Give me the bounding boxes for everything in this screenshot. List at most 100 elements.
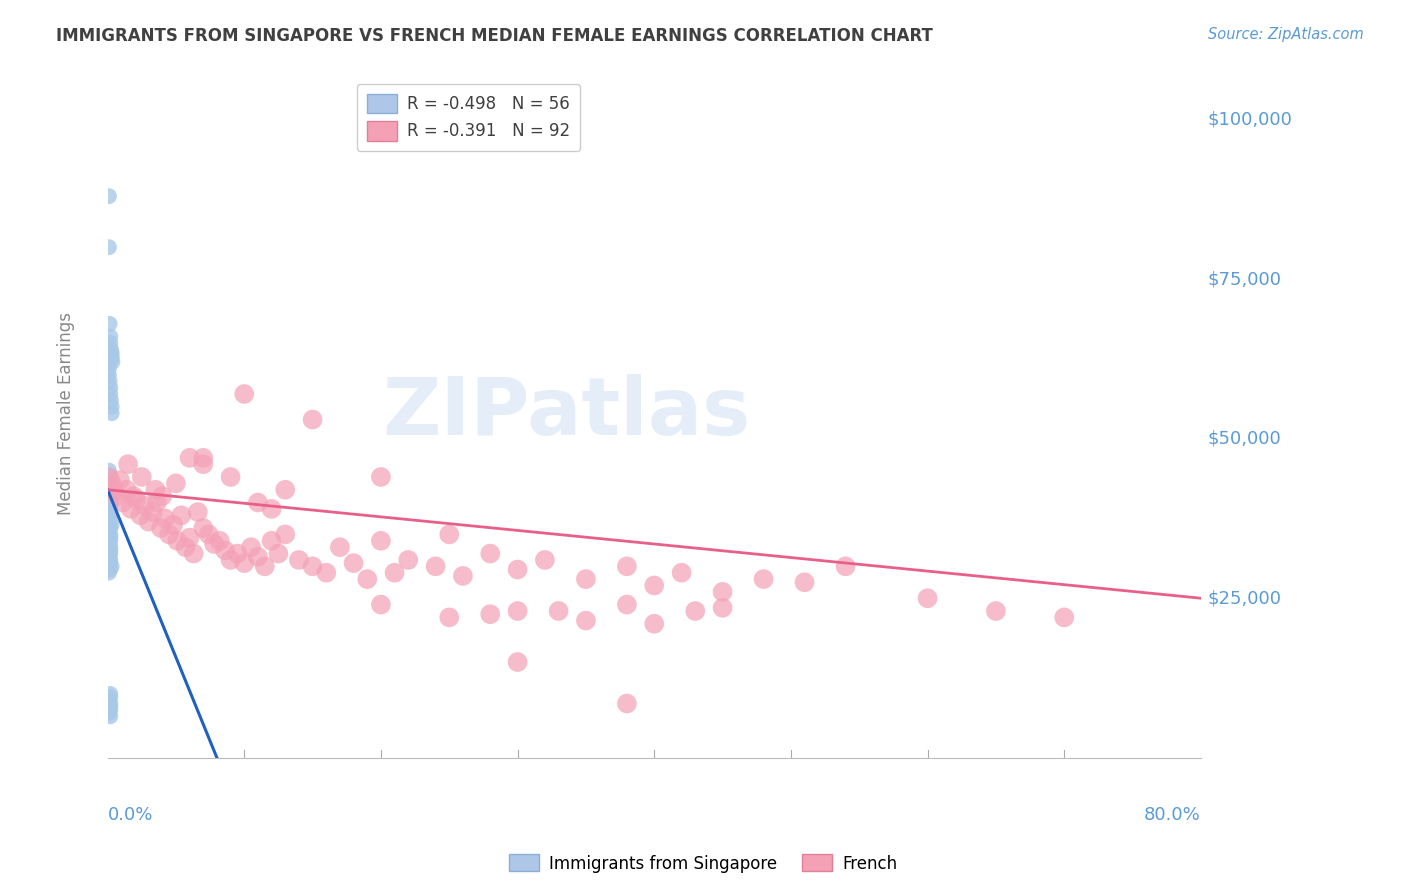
Point	[219, 553, 242, 567]
Text: IMMIGRANTS FROM SINGAPORE VS FRENCH MEDIAN FEMALE EARNINGS CORRELATION CHART: IMMIGRANTS FROM SINGAPORE VS FRENCH MEDI…	[56, 27, 934, 45]
Point	[479, 547, 502, 561]
Point	[149, 521, 172, 535]
Point	[98, 699, 121, 714]
Point	[917, 591, 939, 606]
Point	[131, 470, 153, 484]
Point	[98, 690, 121, 705]
Point	[120, 501, 142, 516]
Point	[100, 400, 122, 414]
Text: 80.0%: 80.0%	[1144, 805, 1201, 823]
Point	[98, 492, 121, 507]
Point	[146, 495, 169, 509]
Point	[97, 476, 120, 491]
Point	[98, 531, 121, 545]
Point	[100, 393, 122, 408]
Point	[187, 505, 209, 519]
Text: $25,000: $25,000	[1208, 590, 1282, 607]
Point	[342, 556, 364, 570]
Point	[97, 566, 120, 580]
Point	[97, 524, 120, 539]
Point	[208, 533, 231, 548]
Point	[98, 317, 121, 331]
Point	[288, 553, 311, 567]
Point	[439, 527, 461, 541]
Point	[98, 553, 121, 567]
Point	[98, 515, 121, 529]
Point	[97, 505, 120, 519]
Point	[97, 464, 120, 478]
Point	[98, 543, 121, 558]
Point	[98, 521, 121, 535]
Point	[98, 697, 121, 711]
Point	[98, 501, 121, 516]
Point	[100, 517, 122, 532]
Point	[98, 499, 121, 513]
Point	[97, 189, 120, 203]
Point	[202, 537, 225, 551]
Point	[98, 329, 121, 343]
Point	[97, 511, 120, 525]
Point	[105, 489, 128, 503]
Point	[683, 604, 706, 618]
Point	[506, 655, 529, 669]
Text: $75,000: $75,000	[1208, 270, 1282, 288]
Point	[101, 355, 124, 369]
Point	[179, 531, 201, 545]
Legend: Immigrants from Singapore, French: Immigrants from Singapore, French	[502, 847, 904, 880]
Text: ZIPatlas: ZIPatlas	[382, 374, 751, 452]
Point	[98, 562, 121, 576]
Point	[370, 470, 392, 484]
Point	[301, 412, 323, 426]
Point	[162, 517, 184, 532]
Point	[157, 527, 180, 541]
Point	[616, 559, 638, 574]
Point	[226, 547, 249, 561]
Point	[575, 572, 598, 586]
Point	[97, 706, 120, 720]
Point	[166, 533, 188, 548]
Point	[547, 604, 569, 618]
Point	[98, 687, 121, 701]
Point	[193, 457, 215, 471]
Point	[214, 543, 236, 558]
Point	[260, 501, 283, 516]
Point	[834, 559, 856, 574]
Point	[671, 566, 693, 580]
Point	[97, 240, 120, 254]
Point	[111, 495, 134, 509]
Point	[98, 470, 121, 484]
Point	[97, 537, 120, 551]
Point	[122, 489, 145, 503]
Point	[97, 693, 120, 707]
Point	[984, 604, 1007, 618]
Point	[134, 499, 156, 513]
Point	[451, 569, 474, 583]
Point	[1053, 610, 1076, 624]
Point	[100, 559, 122, 574]
Point	[396, 553, 419, 567]
Point	[97, 470, 120, 484]
Text: $100,000: $100,000	[1208, 111, 1292, 128]
Point	[370, 533, 392, 548]
Point	[138, 515, 160, 529]
Point	[752, 572, 775, 586]
Point	[98, 540, 121, 554]
Point	[267, 547, 290, 561]
Point	[97, 368, 120, 382]
Point	[100, 349, 122, 363]
Point	[98, 556, 121, 570]
Text: $50,000: $50,000	[1208, 430, 1281, 448]
Point	[98, 508, 121, 523]
Point	[98, 527, 121, 541]
Point	[506, 604, 529, 618]
Point	[117, 457, 139, 471]
Point	[274, 527, 297, 541]
Point	[193, 521, 215, 535]
Point	[165, 476, 187, 491]
Point	[246, 495, 269, 509]
Point	[97, 489, 120, 503]
Point	[643, 578, 665, 592]
Point	[98, 335, 121, 350]
Point	[616, 598, 638, 612]
Point	[98, 533, 121, 548]
